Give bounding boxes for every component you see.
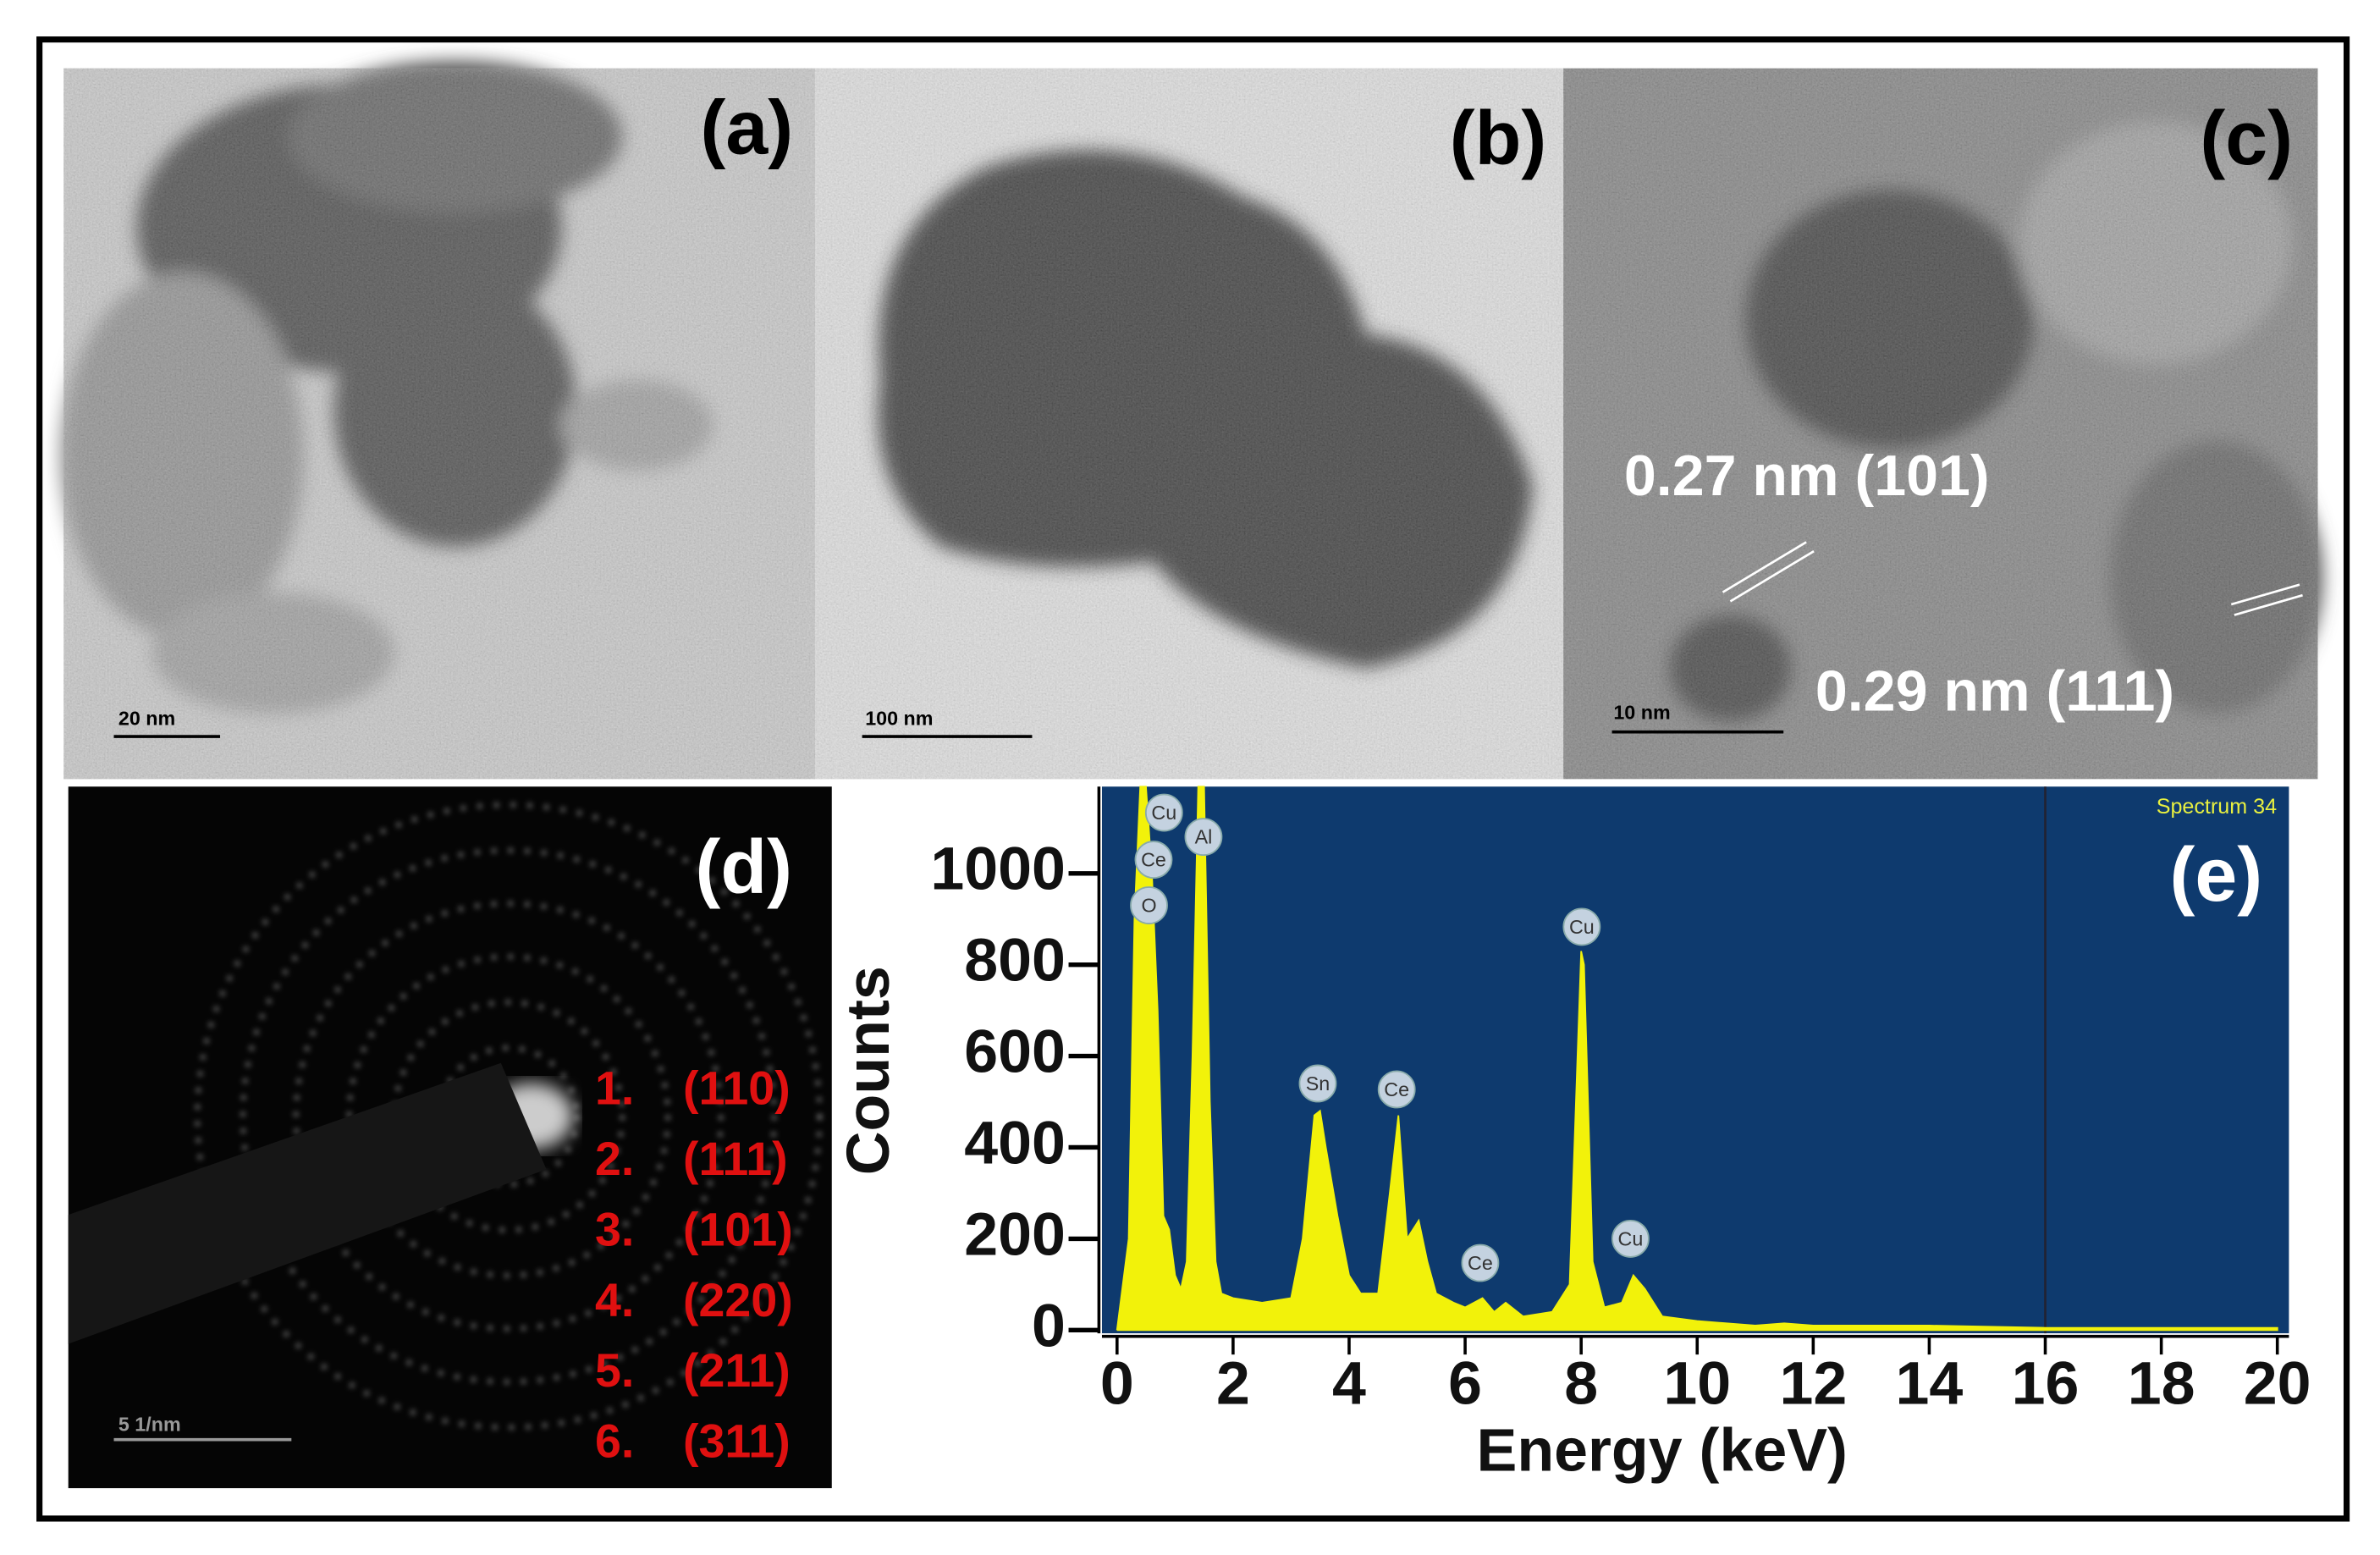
x-tick-label: 0 [1100, 1350, 1134, 1418]
panel-label: (b) [1450, 96, 1546, 181]
ring-plane: (311) [683, 1415, 791, 1468]
peak-marker [1562, 907, 1601, 946]
panel-c: 10 nm 0.27 nm (101) 0.29 nm (111) (c) [1563, 68, 2322, 780]
peak-marker [1130, 886, 1168, 924]
peak-label: Sn [1306, 1073, 1330, 1095]
x-tick-label: 14 [1896, 1350, 1964, 1418]
x-tick-label: 10 [1663, 1350, 1731, 1418]
panel-d: 5 1/nm (d) 1. (110) 2. (111) 3. (101) 4. (220) 5… [68, 786, 832, 1489]
ring-index: 4. [595, 1274, 634, 1326]
ring-index: 6. [595, 1415, 634, 1468]
ring-plane: (220) [683, 1274, 793, 1326]
panel-label: (c) [2200, 96, 2293, 181]
x-tick-label: 18 [2128, 1350, 2195, 1418]
peak-marker [1144, 793, 1183, 832]
ring-index: 5. [595, 1344, 634, 1397]
x-tick-label: 8 [1564, 1350, 1598, 1418]
ring-index: 3. [595, 1203, 634, 1255]
peak-marker [1298, 1064, 1337, 1103]
plot-background [1101, 786, 2289, 1334]
peak-label: Ce [1468, 1252, 1493, 1274]
scale-bar-label: 20 nm [118, 707, 175, 729]
y-axis-label: Counts [835, 966, 902, 1175]
ring-plane: (110) [683, 1062, 791, 1115]
lattice-annotation: 0.27 nm (101) [1624, 444, 1990, 508]
x-tick-label: 20 [2244, 1350, 2311, 1418]
y-tick-label: 200 [964, 1200, 1066, 1268]
scale-bar-label: 5 1/nm [118, 1414, 181, 1436]
spectrum-name: Spectrum 34 [2157, 795, 2277, 819]
peak-marker [1611, 1219, 1650, 1258]
panel-label: (e) [2170, 833, 2263, 918]
panel-label: (a) [701, 86, 794, 171]
peak-label: Cu [1151, 802, 1176, 824]
spectrum-area [1116, 786, 2278, 1332]
ring-plane: (211) [683, 1344, 791, 1397]
lattice-annotation: 0.29 nm (111) [1815, 659, 2174, 724]
scale-bar-label: 100 nm [865, 707, 933, 729]
x-tick-label: 12 [1779, 1350, 1847, 1418]
ring-index: 1. [595, 1062, 634, 1115]
y-tick-label: 0 [1032, 1292, 1066, 1359]
peak-marker [1134, 841, 1173, 880]
peak-label: Ce [1141, 849, 1166, 871]
y-tick-label: 800 [964, 927, 1066, 995]
panel-a: 20 nm (a) [60, 60, 816, 780]
x-tick-label: 4 [1332, 1350, 1366, 1418]
peak-label: Al [1195, 826, 1213, 848]
x-axis-label: Energy (keV) [1476, 1417, 1847, 1485]
peak-marker [1377, 1070, 1416, 1109]
peak-marker [1184, 818, 1223, 857]
ring-plane: (111) [683, 1133, 788, 1185]
peak-label: O [1141, 894, 1156, 916]
y-tick-label: 1000 [930, 835, 1066, 903]
peak-marker [1461, 1243, 1500, 1282]
peak-label: Cu [1569, 916, 1595, 938]
peak-label: Cu [1618, 1227, 1644, 1249]
y-tick-label: 400 [964, 1109, 1066, 1177]
ring-plane: (101) [683, 1203, 793, 1255]
y-tick-label: 600 [964, 1018, 1066, 1086]
x-tick-label: 16 [2012, 1350, 2080, 1418]
panel-b: 100 nm (b) [815, 68, 1564, 780]
x-tick-label: 2 [1216, 1350, 1250, 1418]
x-tick-label: 6 [1448, 1350, 1482, 1418]
ring-index: 2. [595, 1133, 634, 1185]
panel-label: (d) [696, 825, 792, 910]
panel-e: (e) Energy (keV) Counts Spectrum 34 Cu Ce O… [835, 786, 2311, 1485]
peak-label: Ce [1384, 1078, 1409, 1100]
scale-bar-label: 10 nm [1613, 701, 1670, 723]
